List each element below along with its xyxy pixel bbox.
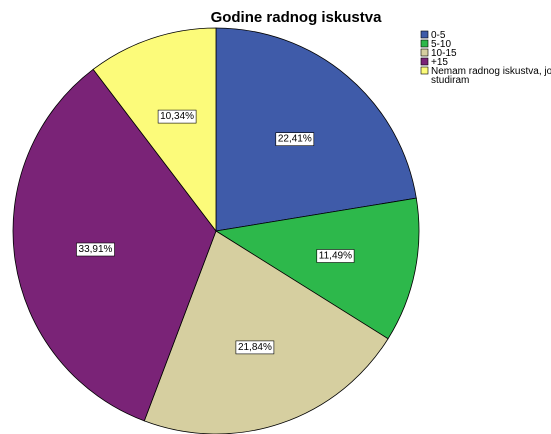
slice-label-4: 10,34% — [160, 111, 194, 122]
legend-label-2: 10-15 — [431, 48, 457, 59]
slice-label-1: 11,49% — [319, 251, 352, 262]
chart-title: Godine radnog iskustva — [211, 9, 383, 26]
slice-label-box-4 — [157, 109, 197, 124]
legend-label-0: 0-5 — [431, 30, 446, 41]
slice-label-box-3 — [76, 242, 115, 257]
legend-swatch-2 — [420, 48, 429, 57]
legend-swatch-1 — [420, 39, 429, 48]
pie-slice-0 — [215, 27, 417, 232]
legend-swatch-4 — [420, 66, 429, 75]
legend-swatch-3 — [420, 57, 429, 66]
slice-label-3: 33,91% — [79, 244, 113, 255]
pie-slice-1 — [214, 197, 420, 340]
slice-label-box-2 — [235, 340, 275, 355]
legend-label-1: 5-10 — [431, 39, 451, 50]
pie-slice-2 — [143, 230, 389, 434]
slice-labels: 22,41% 11,49% 21,84% 33,91% 10,34% — [76, 109, 355, 355]
legend-label-4: Nemam radnog iskustva, još studiram — [431, 66, 551, 86]
slice-label-box-1 — [316, 249, 355, 263]
legend-label-3: +15 — [431, 57, 448, 68]
slice-label-0: 22,41% — [278, 134, 312, 145]
slice-label-2: 21,84% — [238, 342, 272, 353]
slice-label-box-0 — [275, 132, 315, 146]
legend-swatch-0 — [420, 30, 429, 39]
pie-slice-4 — [92, 27, 217, 233]
pie-slices — [12, 27, 420, 434]
